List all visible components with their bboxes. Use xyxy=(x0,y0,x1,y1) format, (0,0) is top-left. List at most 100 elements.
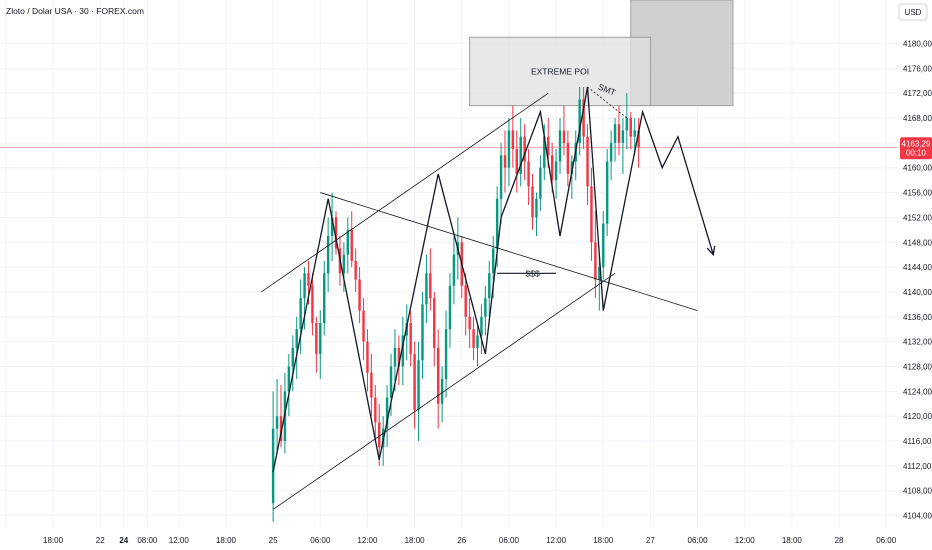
candle[interactable] xyxy=(578,86,581,156)
time-tick-label: 08:00 xyxy=(137,536,158,545)
time-axis[interactable]: 18:00 22 24 08:00 12:00 18:00 25 06:00 12:00 18:0… xyxy=(0,528,898,550)
candle[interactable] xyxy=(295,316,298,379)
price-tick-label: 4160,00 xyxy=(903,164,932,173)
candle-body xyxy=(429,273,432,299)
candle[interactable] xyxy=(370,354,373,417)
candle-body xyxy=(535,198,538,218)
extreme-poi-box[interactable] xyxy=(469,36,651,107)
candle[interactable] xyxy=(448,273,452,348)
candle[interactable] xyxy=(558,118,562,174)
candle[interactable] xyxy=(539,155,542,212)
candle[interactable] xyxy=(566,130,570,187)
candlestick-series[interactable] xyxy=(271,86,640,522)
candle[interactable] xyxy=(342,242,346,292)
candle[interactable] xyxy=(319,310,322,379)
candle[interactable] xyxy=(499,142,503,224)
candle[interactable] xyxy=(385,385,389,448)
candle[interactable] xyxy=(440,366,444,423)
price-tick-label: 4132,00 xyxy=(903,338,932,347)
candle[interactable] xyxy=(480,304,483,355)
candle[interactable] xyxy=(629,111,632,150)
candle[interactable] xyxy=(378,403,381,466)
candle[interactable] xyxy=(275,378,279,454)
candle[interactable] xyxy=(464,273,467,336)
candle[interactable] xyxy=(413,341,416,429)
candle-body xyxy=(491,248,495,274)
candle[interactable] xyxy=(554,149,558,199)
candle-body xyxy=(409,323,412,355)
candle[interactable] xyxy=(617,105,621,156)
candle[interactable] xyxy=(511,105,515,168)
candle[interactable] xyxy=(417,341,420,442)
candle[interactable] xyxy=(287,354,291,417)
candle[interactable] xyxy=(401,316,405,386)
candle[interactable] xyxy=(609,130,613,181)
candle[interactable] xyxy=(334,211,338,255)
channel-lower-line[interactable] xyxy=(272,272,616,510)
candle[interactable] xyxy=(488,260,491,317)
trend-drawings[interactable] xyxy=(261,86,716,510)
candle[interactable] xyxy=(613,118,617,162)
candle[interactable] xyxy=(472,316,475,361)
candle[interactable] xyxy=(519,118,522,187)
candle[interactable] xyxy=(594,211,597,299)
candle[interactable] xyxy=(476,323,479,367)
candle[interactable] xyxy=(315,316,318,373)
candle[interactable] xyxy=(323,260,326,336)
swing-projection-path[interactable] xyxy=(272,86,714,473)
candle-body xyxy=(586,136,589,187)
candle[interactable] xyxy=(421,291,424,379)
candle[interactable] xyxy=(637,118,640,168)
candle[interactable] xyxy=(570,155,574,199)
candle-body xyxy=(291,347,295,367)
currency-unit-button[interactable]: USD xyxy=(898,3,928,21)
candle[interactable] xyxy=(326,217,330,292)
candle[interactable] xyxy=(350,211,353,268)
candle[interactable] xyxy=(436,329,440,429)
candle[interactable] xyxy=(531,173,534,230)
candle[interactable] xyxy=(366,329,369,392)
candle[interactable] xyxy=(346,217,350,274)
candle[interactable] xyxy=(444,310,448,398)
candle[interactable] xyxy=(279,385,283,448)
symbol-title[interactable]: Zloto / Dolar USA · 30 · FOREX.com xyxy=(6,6,144,16)
candle[interactable] xyxy=(291,335,295,392)
candle[interactable] xyxy=(374,385,377,442)
candle[interactable] xyxy=(523,124,526,181)
candle[interactable] xyxy=(602,211,605,280)
candle[interactable] xyxy=(586,124,589,205)
candle[interactable] xyxy=(389,354,393,417)
candle[interactable] xyxy=(425,254,428,324)
channel-upper-line[interactable] xyxy=(261,92,549,293)
candle[interactable] xyxy=(590,167,593,261)
candle[interactable] xyxy=(433,291,436,367)
candle[interactable] xyxy=(503,130,507,193)
candle[interactable] xyxy=(605,149,609,237)
candle[interactable] xyxy=(598,254,601,311)
smt-divergence-line[interactable] xyxy=(587,86,628,119)
candle[interactable] xyxy=(354,248,357,292)
candle[interactable] xyxy=(271,391,275,522)
candle[interactable] xyxy=(468,298,471,348)
candle[interactable] xyxy=(582,86,585,150)
candle[interactable] xyxy=(625,93,629,150)
candle[interactable] xyxy=(409,310,412,367)
price-axis[interactable]: 4180,004176,004172,004168,004164,004160,… xyxy=(898,0,932,550)
candle[interactable] xyxy=(362,298,365,361)
candle[interactable] xyxy=(452,236,456,305)
candle[interactable] xyxy=(535,192,538,237)
candle[interactable] xyxy=(299,279,302,355)
candle[interactable] xyxy=(429,248,432,311)
candle[interactable] xyxy=(358,267,361,324)
liquidity-trendline[interactable] xyxy=(320,192,698,311)
candle[interactable] xyxy=(507,118,511,187)
candle[interactable] xyxy=(562,105,566,156)
candle[interactable] xyxy=(621,118,625,174)
candle[interactable] xyxy=(397,335,401,386)
candle[interactable] xyxy=(527,149,530,205)
candle[interactable] xyxy=(515,130,519,193)
candle[interactable] xyxy=(484,285,487,336)
candle[interactable] xyxy=(311,273,314,336)
candle[interactable] xyxy=(330,192,334,261)
